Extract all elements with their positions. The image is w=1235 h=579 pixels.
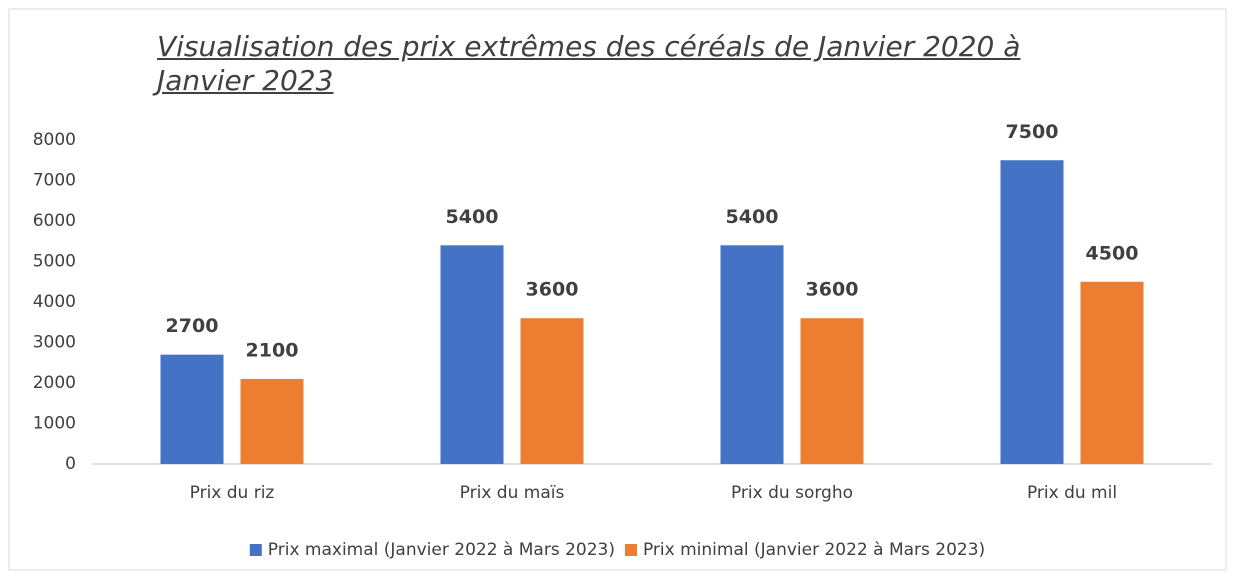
bar — [520, 318, 584, 464]
y-tick-label: 6000 — [33, 211, 76, 231]
data-label: 5400 — [446, 206, 499, 228]
data-label: 7500 — [1006, 121, 1059, 143]
y-tick-label: 8000 — [33, 130, 76, 150]
chart-title: Visualisation des prix extrêmes des céré… — [157, 30, 1021, 97]
x-tick-label: Prix du maïs — [460, 483, 565, 503]
legend-swatch — [624, 544, 637, 556]
data-label: 3600 — [806, 279, 859, 301]
y-tick-label: 2000 — [33, 373, 76, 393]
legend-label: Prix minimal (Janvier 2022 à Mars 2023) — [643, 540, 985, 560]
bar — [1000, 160, 1064, 464]
data-label: 3600 — [526, 279, 579, 301]
bar — [440, 245, 504, 464]
bar — [160, 354, 224, 464]
y-tick-label: 1000 — [33, 414, 76, 434]
data-label: 2700 — [166, 315, 219, 337]
data-label: 4500 — [1086, 242, 1139, 264]
x-tick-label: Prix du mil — [1027, 483, 1117, 503]
legend-label: Prix maximal (Janvier 2022 à Mars 2023) — [268, 540, 615, 560]
x-tick-label: Prix du sorgho — [731, 483, 853, 503]
y-tick-label: 7000 — [33, 171, 76, 191]
bar — [240, 378, 304, 464]
y-tick-label: 5000 — [33, 252, 76, 272]
legend-swatch — [249, 544, 262, 556]
x-tick-label: Prix du riz — [190, 483, 275, 503]
bar — [720, 245, 784, 464]
data-label: 5400 — [726, 206, 779, 228]
y-tick-label: 4000 — [33, 292, 76, 312]
y-tick-label: 3000 — [33, 333, 76, 353]
data-label: 2100 — [246, 339, 299, 361]
bar — [1080, 281, 1144, 464]
bar — [800, 318, 864, 464]
y-tick-label: 0 — [65, 454, 76, 474]
